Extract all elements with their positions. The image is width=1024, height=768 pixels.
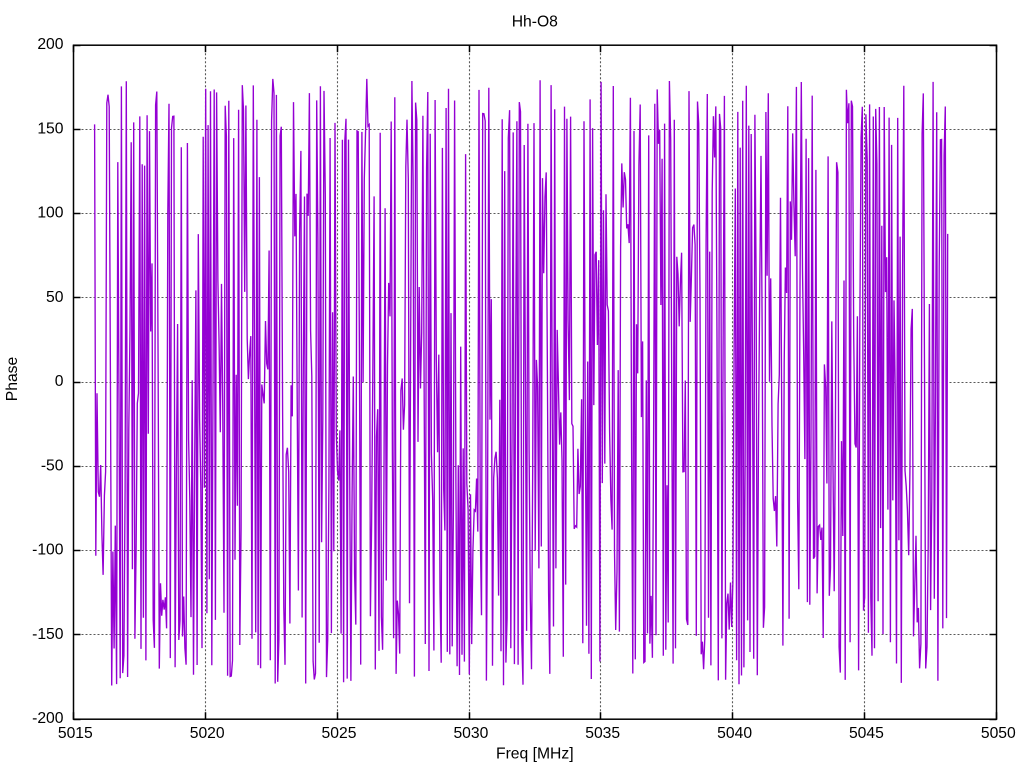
svg-text:Freq [MHz]: Freq [MHz] — [496, 746, 574, 763]
svg-text:-100: -100 — [32, 542, 64, 559]
svg-text:50: 50 — [46, 289, 64, 306]
svg-text:5025: 5025 — [322, 725, 357, 742]
svg-text:5050: 5050 — [981, 725, 1016, 742]
svg-text:5040: 5040 — [717, 725, 752, 742]
svg-text:100: 100 — [37, 205, 63, 222]
svg-text:-50: -50 — [41, 457, 64, 474]
svg-text:200: 200 — [37, 36, 63, 53]
svg-text:0: 0 — [55, 373, 64, 390]
svg-text:150: 150 — [37, 120, 63, 137]
svg-text:Phase: Phase — [4, 356, 21, 401]
svg-text:5045: 5045 — [849, 725, 884, 742]
svg-text:5020: 5020 — [190, 725, 225, 742]
svg-text:-150: -150 — [32, 626, 64, 643]
svg-text:5035: 5035 — [585, 725, 620, 742]
svg-text:5030: 5030 — [453, 725, 488, 742]
svg-text:-200: -200 — [32, 710, 64, 727]
svg-text:5015: 5015 — [58, 725, 93, 742]
svg-text:Hh-O8: Hh-O8 — [512, 14, 558, 31]
